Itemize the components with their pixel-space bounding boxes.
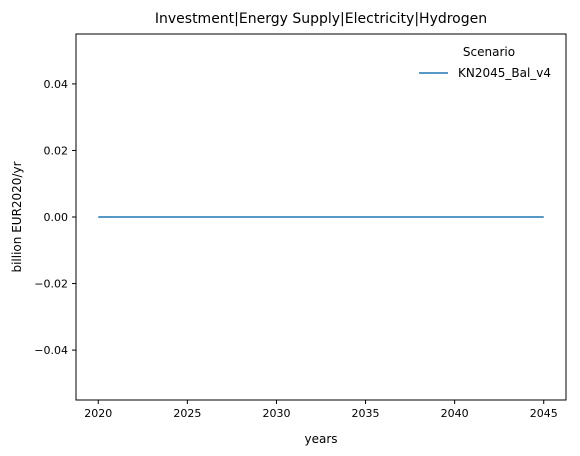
x-tick-label: 2025: [173, 407, 201, 420]
legend: Scenario KN2045_Bal_v4: [419, 45, 551, 80]
y-tick-label: 0.04: [44, 78, 69, 91]
y-axis: −0.04 −0.02 0.00 0.02 0.04: [34, 78, 76, 357]
x-tick-label: 2035: [352, 407, 380, 420]
x-axis-label: years: [304, 432, 337, 446]
x-tick-label: 2045: [530, 407, 558, 420]
legend-items: KN2045_Bal_v4: [419, 66, 551, 80]
x-tick-label: 2040: [441, 407, 469, 420]
y-tick-label: 0.00: [44, 211, 69, 224]
legend-label: KN2045_Bal_v4: [458, 66, 551, 80]
chart-title: Investment|Energy Supply|Electricity|Hyd…: [155, 11, 487, 27]
y-tick-label: −0.04: [34, 344, 68, 357]
x-tick-label: 2030: [262, 407, 290, 420]
y-tick-label: −0.02: [34, 278, 68, 291]
x-tick-label: 2020: [84, 407, 112, 420]
legend-title: Scenario: [463, 45, 515, 59]
x-axis: 2020 2025 2030 2035 2040 2045: [84, 400, 558, 420]
y-axis-label: billion EUR2020/yr: [10, 161, 24, 272]
y-tick-label: 0.02: [44, 144, 69, 157]
